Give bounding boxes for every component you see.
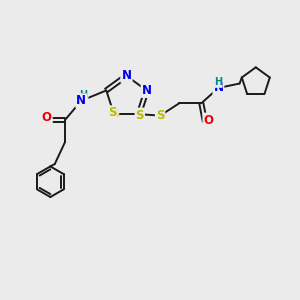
Text: N: N [122, 69, 131, 82]
Text: N: N [122, 68, 131, 81]
Text: O: O [42, 111, 52, 124]
Text: N: N [213, 81, 224, 94]
Text: S: S [156, 109, 164, 122]
Text: S: S [136, 109, 144, 122]
Text: S: S [110, 108, 118, 121]
Text: N: N [143, 84, 153, 97]
Text: N: N [76, 94, 86, 107]
Text: S: S [108, 106, 117, 119]
Text: O: O [203, 113, 213, 127]
Text: H: H [80, 91, 88, 100]
Text: H: H [214, 77, 222, 87]
Text: N: N [142, 84, 152, 97]
